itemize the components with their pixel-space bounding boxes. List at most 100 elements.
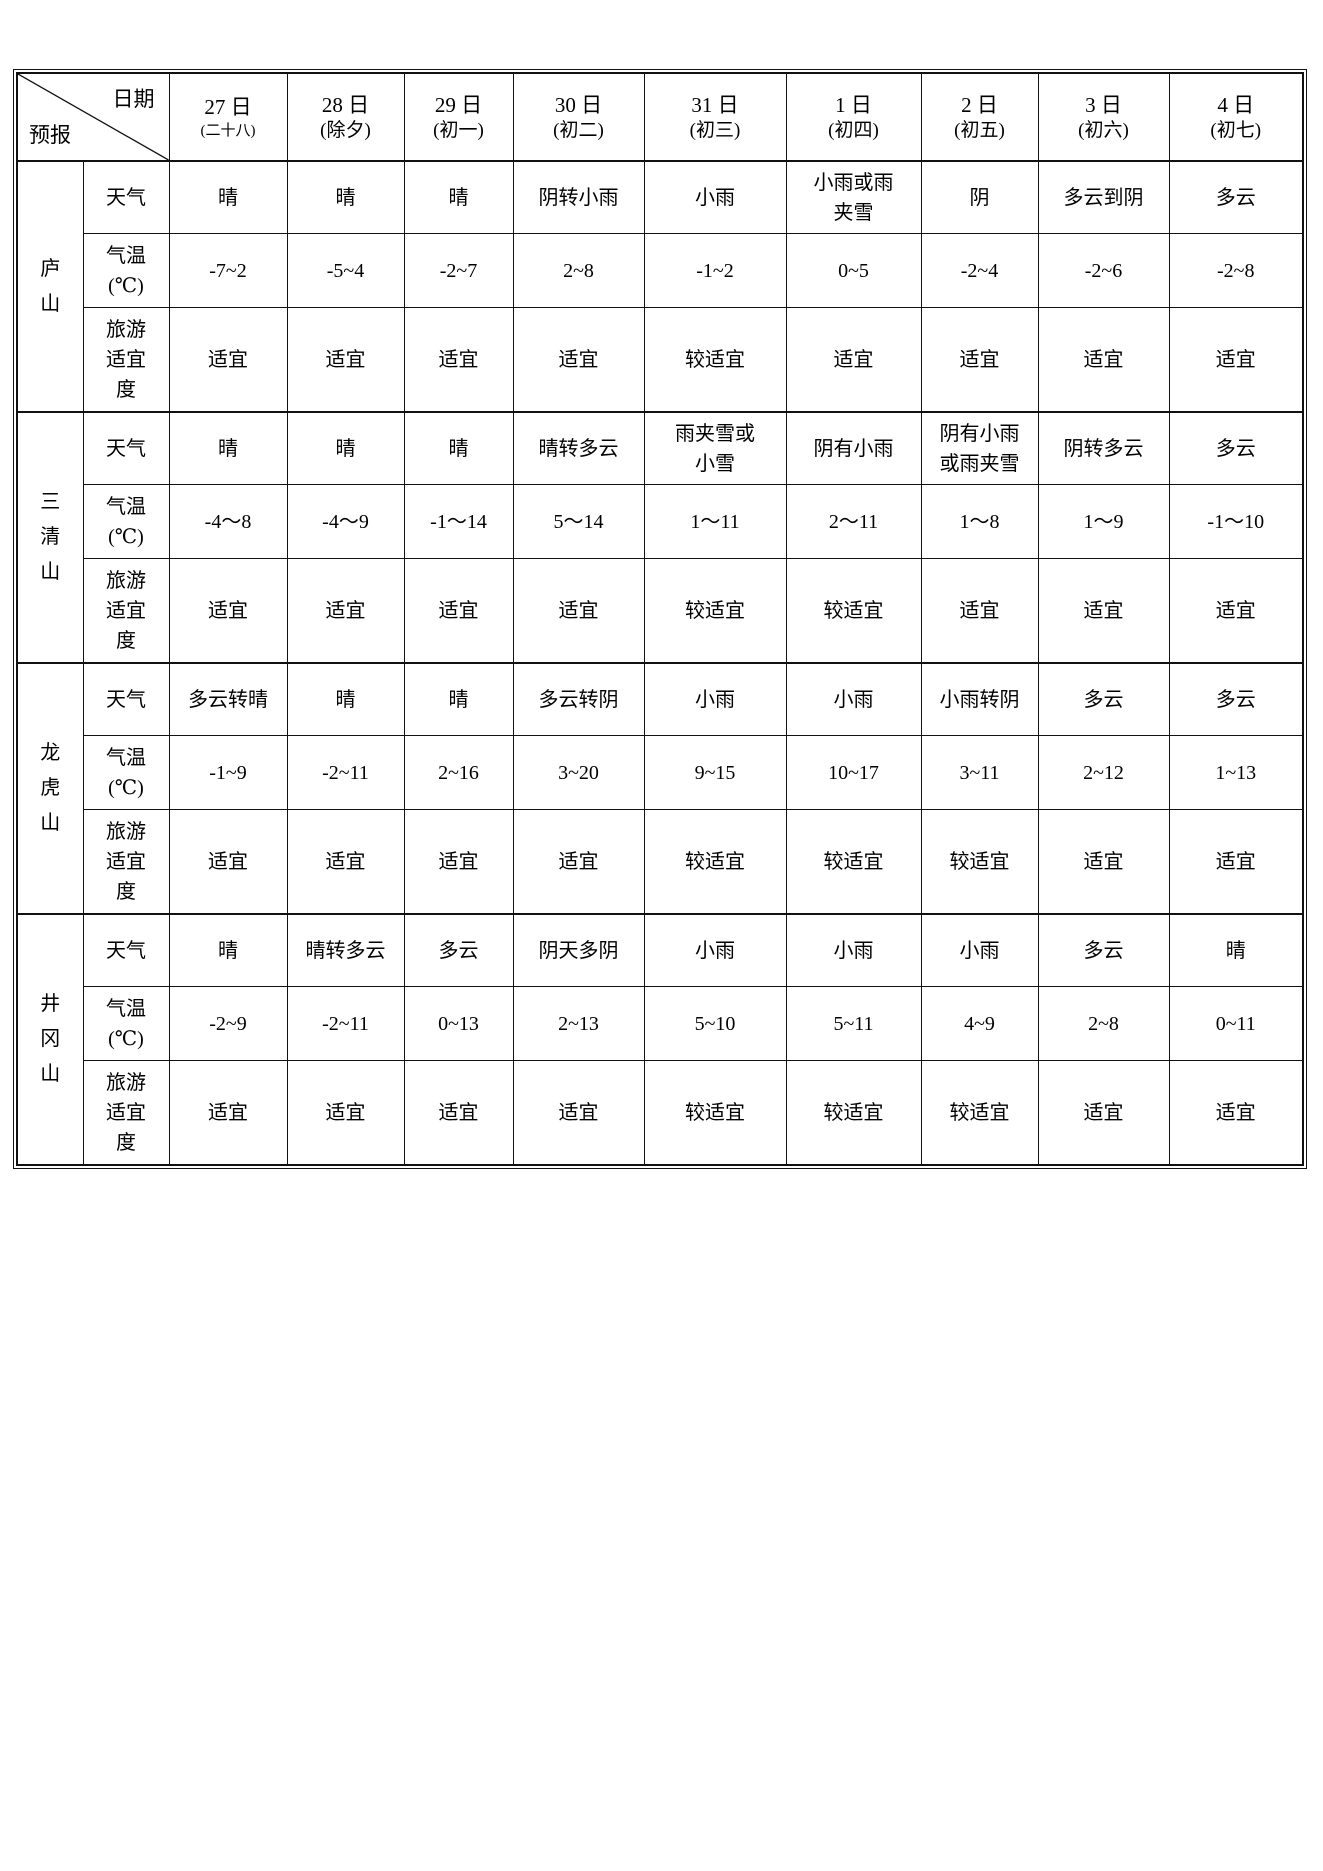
temperature-value: -2~7	[439, 259, 478, 282]
mountain-name: 井冈山	[40, 993, 61, 1085]
row-label-weather: 天气	[82, 913, 170, 987]
temperature-value-cell: 9~15	[643, 735, 787, 810]
weather-value: 晴	[335, 688, 356, 711]
suitability-value-cell: 适宜	[286, 809, 405, 915]
suitability-value: 适宜	[1215, 1101, 1256, 1124]
mountain-name: 三清山	[40, 491, 61, 583]
weather-value-cell: 晴	[286, 662, 405, 736]
suitability-value: 适宜	[959, 348, 1000, 371]
weather-value-cell: 小雨或雨夹雪	[785, 160, 922, 234]
suitability-value: 较适宜	[823, 1101, 884, 1124]
suitability-value-cell: 较适宜	[785, 809, 922, 915]
row-label-text: 气温(℃)	[106, 495, 146, 548]
suitability-value: 适宜	[1215, 599, 1256, 622]
row-label-weather: 天气	[82, 662, 170, 736]
temperature-value-cell: -2~6	[1037, 233, 1170, 308]
weather-value: 小雨	[695, 688, 735, 711]
suitability-value: 适宜	[1083, 1101, 1124, 1124]
suitability-value: 适宜	[438, 850, 479, 873]
suitability-value: 适宜	[208, 348, 248, 371]
suitability-value-cell: 适宜	[168, 307, 288, 413]
temperature-value: 0~11	[1215, 1012, 1256, 1035]
header-row: 日期 预报 27 日 (二十八) 28 日 (除夕) 29 日 (初一) 30 日 (初二) 3…	[16, 72, 1304, 162]
suitability-value: 适宜	[1215, 348, 1256, 371]
temperature-value-cell: 1～8	[920, 484, 1039, 559]
corner-label-forecast: 预报	[29, 123, 71, 147]
weather-value: 多云	[1215, 437, 1256, 460]
suitability-value-cell: 适宜	[512, 307, 645, 413]
weather-forecast-table: 日期 预报 27 日 (二十八) 28 日 (除夕) 29 日 (初一) 30 日 (初二) 3…	[16, 72, 1304, 1166]
weather-value: 晴转多云	[305, 939, 386, 962]
temperature-value: -2~9	[209, 1012, 247, 1035]
temperature-value: 3~20	[558, 761, 599, 784]
weather-value-cell: 小雨	[643, 160, 787, 234]
row-label-text: 气温(℃)	[106, 746, 146, 799]
weather-value: 晴	[218, 437, 238, 460]
row-label-suitability: 旅游适宜度	[82, 1060, 170, 1166]
temperature-value: 1~13	[1215, 761, 1257, 784]
suitability-value: 较适宜	[949, 850, 1010, 873]
weather-value-cell: 晴	[168, 160, 288, 234]
suitability-value: 适宜	[558, 599, 599, 622]
weather-value-cell: 小雨	[785, 913, 922, 987]
temperature-value: 2~8	[1088, 1012, 1119, 1035]
weather-value: 多云	[1083, 939, 1124, 962]
temperature-value-cell: 10~17	[785, 735, 922, 810]
temperature-value-cell: 0~5	[785, 233, 922, 308]
weather-value-cell: 多云转阴	[512, 662, 645, 736]
weather-value: 阴有小雨	[813, 437, 894, 460]
weather-value-cell: 晴转多云	[512, 411, 645, 485]
lunar-date-label: (二十八)	[200, 122, 256, 139]
suitability-value: 适宜	[208, 850, 248, 873]
weather-value: 晴	[335, 186, 356, 209]
temperature-row: 气温(℃) -4～8 -4～9 -1～14 5～14 1～11 2～11 1～8 1～9 -1～1…	[17, 484, 1304, 559]
temperature-value: -1~9	[209, 761, 247, 784]
weather-value-cell: 多云	[403, 913, 514, 987]
weather-value-cell: 晴	[286, 160, 405, 234]
temperature-value-cell: 5～14	[512, 484, 645, 559]
temperature-row: 气温(℃) -1~9 -2~11 2~16 3~20 9~15 10~17 3~11 2~12 1…	[17, 735, 1304, 810]
date-header: 27 日 (二十八)	[168, 72, 288, 162]
weather-value-cell: 阴	[920, 160, 1039, 234]
temperature-value: 0~13	[438, 1012, 479, 1035]
date-header: 4 日 (初七)	[1168, 72, 1304, 162]
temperature-value-cell: 2~12	[1037, 735, 1170, 810]
weather-value: 晴	[218, 939, 238, 962]
date-header: 1 日 (初四)	[785, 72, 922, 162]
suitability-value-cell: 适宜	[785, 307, 922, 413]
suitability-value-cell: 较适宜	[785, 558, 922, 664]
temperature-value-cell: 2~16	[403, 735, 514, 810]
diagonal-divider-line	[18, 74, 169, 160]
weather-value-cell: 雨夹雪或小雪	[643, 411, 787, 485]
temperature-value: -2~8	[1217, 259, 1255, 282]
temperature-value: 2～11	[828, 510, 879, 533]
weather-value-cell: 多云转晴	[168, 662, 288, 736]
temperature-row: 气温(℃) -2~9 -2~11 0~13 2~13 5~10 5~11 4~9 2~8 0~11	[17, 986, 1304, 1061]
suitability-value: 适宜	[438, 599, 479, 622]
row-label-text: 天气	[106, 186, 146, 209]
temperature-value-cell: -4～8	[168, 484, 288, 559]
temperature-value-cell: -1～14	[403, 484, 514, 559]
weather-value-cell: 小雨	[643, 662, 787, 736]
date-header: 28 日 (除夕)	[286, 72, 405, 162]
temperature-value-cell: 3~11	[920, 735, 1039, 810]
temperature-value: 1～9	[1083, 510, 1124, 533]
date-label: 1 日	[835, 92, 872, 117]
suitability-value-cell: 适宜	[403, 809, 514, 915]
weather-value-cell: 晴	[1168, 913, 1304, 987]
temperature-value-cell: 5~10	[643, 986, 787, 1061]
lunar-date-label: (初四)	[828, 120, 879, 142]
temperature-value-cell: 1～11	[643, 484, 787, 559]
weather-value-cell: 阴有小雨或雨夹雪	[920, 411, 1039, 485]
weather-value-cell: 多云	[1037, 913, 1170, 987]
weather-value: 晴	[335, 437, 356, 460]
weather-value: 多云到阴	[1063, 186, 1144, 209]
suitability-value-cell: 较适宜	[920, 809, 1039, 915]
suitability-value-cell: 适宜	[168, 558, 288, 664]
row-label-text: 旅游适宜度	[106, 569, 146, 652]
weather-value: 小雨	[833, 939, 874, 962]
weather-value: 晴	[448, 437, 469, 460]
temperature-value: 2~13	[558, 1012, 599, 1035]
temperature-value: 5~11	[833, 1012, 874, 1035]
weather-value: 雨夹雪或小雪	[675, 422, 755, 475]
